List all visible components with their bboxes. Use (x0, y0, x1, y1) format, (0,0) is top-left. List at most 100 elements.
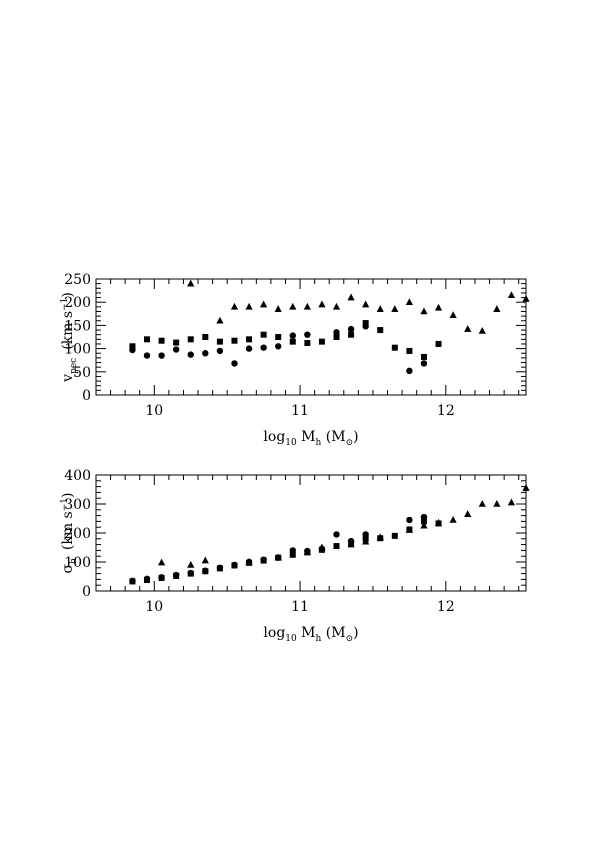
vpec-square-point (348, 331, 355, 338)
vpec-triangle-point (245, 302, 253, 310)
vpec-triangle-point (187, 279, 195, 287)
sigma-triangle-point (303, 547, 311, 555)
sigma-x-tick-label: 10 (145, 599, 163, 615)
vpec-triangle-point (493, 305, 501, 312)
vpec-x-tick-label: 10 (145, 403, 163, 419)
vpec-triangle-point (303, 302, 311, 310)
vpec-x-tick-label: 12 (437, 403, 455, 419)
sigma-square-point (391, 532, 398, 539)
sigma-triangle-point (362, 537, 370, 545)
vpec-square-point (275, 334, 282, 340)
vpec-square-point (173, 339, 180, 346)
vpec-tick-labels: 10 11 12 0 50 100 150 200 250 (64, 272, 454, 419)
sigma-triangle-point (157, 558, 166, 566)
vpec-circle-point (187, 351, 194, 358)
vpec-triangle-point (434, 303, 443, 311)
vpec-square-point (391, 344, 398, 351)
sigma-y-tick-label: 300 (64, 497, 91, 513)
vpec-y-axis-label: vpec(km s−1) (60, 292, 79, 383)
vpec-square-point (304, 340, 311, 347)
vpec-square-point (202, 334, 209, 340)
vpec-triangle-point (289, 302, 297, 310)
sigma-triangle-point (201, 556, 209, 564)
vpec-circle-point (347, 325, 355, 333)
sigma-triangle-point (420, 521, 428, 529)
vpec-triangle-point (347, 293, 355, 301)
sigma-square-point (158, 574, 165, 581)
sigma-ticks (95, 474, 526, 592)
vpec-triangle-point (216, 316, 224, 324)
vpec-triangle-point (260, 300, 268, 308)
vpec-square-point (420, 353, 427, 360)
sigma-triangle-point (449, 515, 457, 523)
vpec-circle-point (143, 352, 151, 359)
sigma-y-tick-label: 100 (64, 555, 91, 571)
sigma-square-point (202, 568, 209, 575)
sigma-y-tick-label: 0 (82, 584, 91, 600)
sigma-triangle-point (245, 558, 253, 565)
vpec-triangle-point (478, 326, 486, 334)
vpec-circle-point (304, 331, 311, 338)
sigma-y-tick-label: 400 (64, 468, 91, 484)
vpec-circle-point (172, 346, 180, 353)
vpec-panel: 10 11 12 0 50 100 150 200 250 log10 Mh (M⊙) vpec… (60, 272, 530, 448)
vpec-square-point (435, 340, 442, 347)
sigma-triangle-point (464, 510, 472, 517)
vpec-triangle-point (318, 300, 326, 308)
vpec-triangle-point (362, 300, 370, 308)
vpec-triangle-point (522, 294, 530, 302)
vpec-square-point (187, 336, 194, 343)
vpec-triangle-point (449, 311, 457, 318)
sigma-triangle-point (434, 518, 443, 526)
sigma-square-point (173, 572, 180, 579)
sigma-square-point (333, 543, 340, 550)
vpec-ticks (95, 278, 526, 396)
vpec-circle-point (333, 329, 340, 336)
sigma-square-point (144, 576, 151, 583)
vpec-square-point (333, 334, 340, 340)
vpec-triangle-point (507, 291, 516, 299)
sigma-circle-point (333, 531, 340, 538)
vpec-circle-point (420, 360, 428, 367)
vpec-y-tick-label: 200 (64, 295, 91, 311)
sigma-square-point (129, 578, 136, 585)
vpec-circle-point (158, 352, 165, 359)
vpec-circle-point (406, 367, 413, 375)
sigma-plot-frame (95, 474, 527, 592)
sigma-circle-point (406, 516, 413, 524)
sigma-panel: 10 11 12 0 100 200 300 400 log10 Mh (M⊙) σh(km … (60, 468, 530, 644)
sigma-triangle-point (376, 533, 384, 541)
vpec-square-point (362, 320, 369, 327)
vpec-circle-point (275, 343, 282, 350)
vpec-triangle-point (464, 325, 472, 332)
sigma-y-axis-label: σh(km s−1) (60, 493, 79, 574)
sigma-triangle-point (274, 553, 282, 561)
vpec-circle-point (245, 345, 253, 352)
sigma-triangle-point (347, 540, 355, 548)
sigma-square-point (420, 518, 427, 525)
vpec-square-point (289, 338, 296, 345)
vpec-square-point (231, 337, 238, 344)
vpec-y-tick-label: 150 (64, 318, 91, 334)
sigma-triangle-point (522, 484, 530, 491)
sigma-square-point (260, 557, 267, 564)
vpec-data-points (129, 279, 530, 375)
sigma-square-point (187, 570, 194, 577)
sigma-y-tick-label: 200 (64, 526, 91, 542)
vpec-x-axis-label: log10 Mh (M⊙) (263, 429, 358, 448)
vpec-square-point (246, 336, 253, 343)
vpec-triangle-point (274, 305, 282, 312)
sigma-triangle-point (187, 560, 195, 568)
vpec-triangle-point (376, 305, 384, 312)
sigma-square-point (289, 551, 296, 558)
sigma-x-tick-label: 12 (437, 599, 455, 615)
sigma-triangle-point (318, 543, 326, 551)
vpec-circle-point (216, 347, 224, 355)
vpec-triangle-point (230, 302, 239, 310)
vpec-y-tick-label: 250 (64, 272, 91, 288)
vpec-square-point (129, 343, 136, 350)
vpec-y-tick-label: 50 (73, 365, 91, 381)
vpec-square-point (377, 327, 384, 334)
sigma-triangle-point (478, 500, 486, 507)
